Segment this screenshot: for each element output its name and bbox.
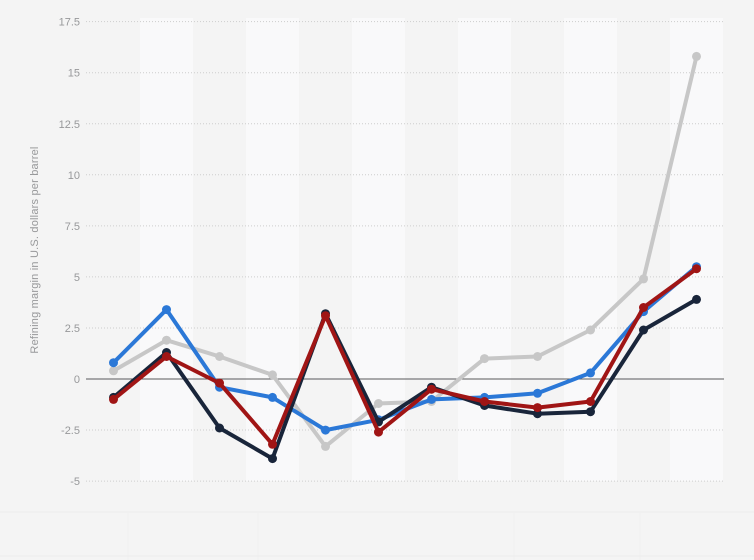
category-band [458,18,511,481]
series-dark-red-point [374,427,383,437]
series-gray-point [162,335,171,345]
series-dark-navy-line [111,297,699,461]
series-dark-red-line [111,266,699,447]
series-gray-point [268,370,277,380]
y-tick-label: 5 [74,272,80,284]
series-dark-navy-point [215,423,224,433]
series-gray-point [692,51,701,61]
series-dark-red-point [586,397,595,406]
series-dark-navy-point [586,407,595,417]
y-tick-label: 17.5 [59,17,80,29]
y-tick-label: -2.5 [61,425,80,437]
series-dark-red-point [109,394,118,404]
series-blue-point [162,305,171,315]
series-blue-point [586,368,595,378]
y-tick-label: -5 [70,476,80,488]
series-dark-red-point [692,264,701,274]
series-dark-red-point [427,384,436,394]
series-blue-point [427,394,436,404]
y-tick-label: 10 [68,170,80,182]
y-tick-label: 15 [68,68,80,80]
series-dark-navy-point [639,325,648,335]
series-dark-red-point [268,439,277,449]
y-tick-label: 2.5 [65,323,80,335]
series-gray-point [533,352,542,361]
series-dark-red-point [480,397,489,406]
series-blue-point [109,358,118,368]
y-tick-label: 12.5 [59,119,80,131]
category-band [140,18,193,481]
series-blue-point [533,388,542,398]
series-gray-point [321,441,330,451]
series-blue-point [321,425,330,435]
series-gray-point [586,325,595,335]
series-gray-point [374,399,383,408]
category-band [670,18,723,481]
series-dark-red-point [215,378,224,388]
series-dark-navy-point [692,294,701,304]
series-dark-red-point [162,352,171,361]
y-tick-label: 7.5 [65,221,80,233]
series-gray-point [215,352,224,361]
series-gray-point [109,366,118,376]
series-dark-red-point [321,311,330,321]
series-dark-red-point [639,303,648,312]
series-dark-navy-point [268,454,277,464]
series-gray-point [480,354,489,364]
y-tick-label: 0 [74,374,80,386]
series-blue-point [268,392,277,402]
series-dark-red-point [533,403,542,413]
series-gray-point [639,274,648,284]
